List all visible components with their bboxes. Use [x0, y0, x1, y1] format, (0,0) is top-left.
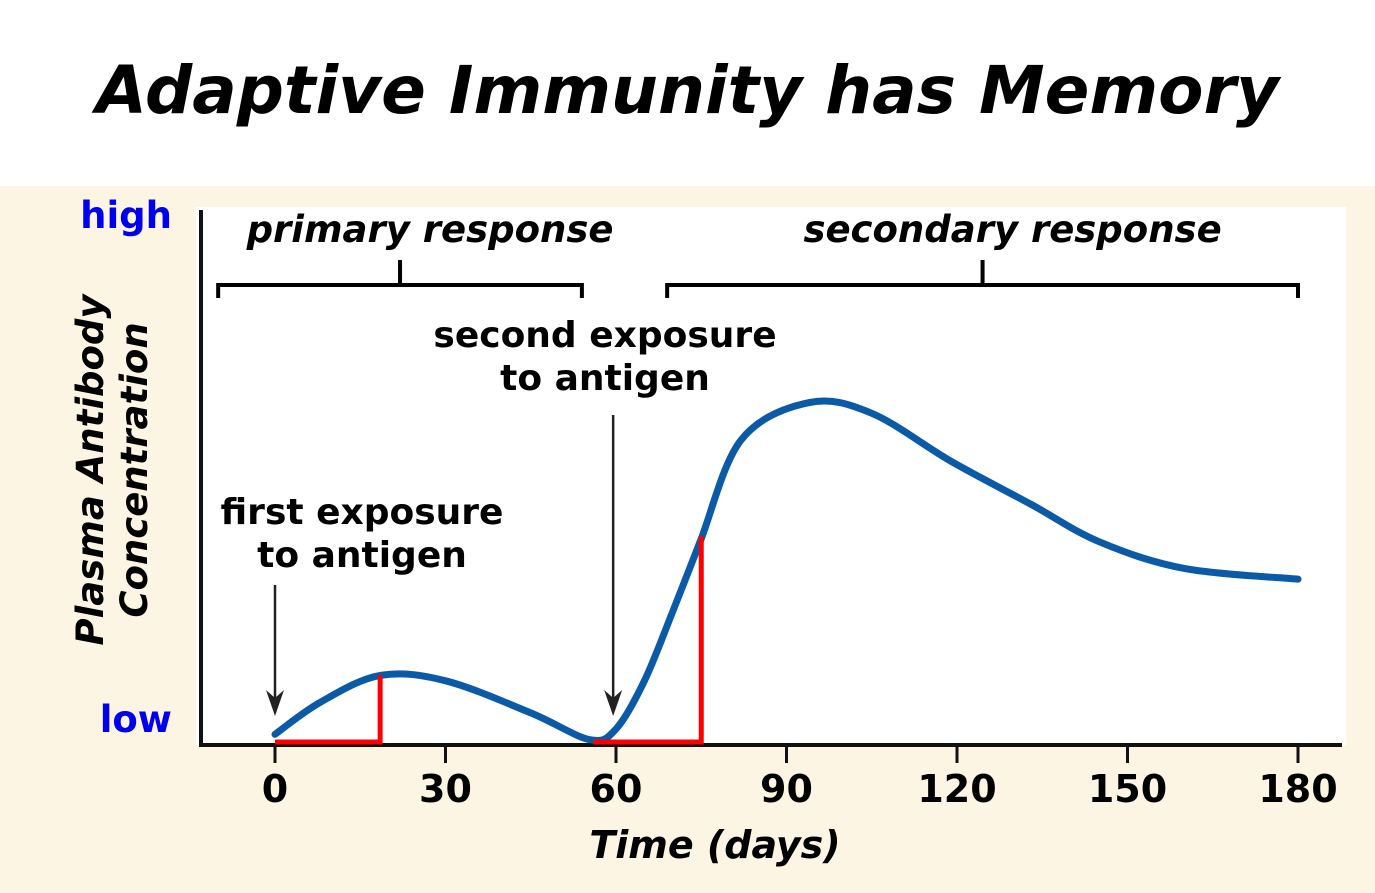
x-axis-label: Time (days) — [589, 823, 840, 867]
x-tick-label: 180 — [1258, 767, 1337, 811]
primary-response-bracket — [216, 260, 584, 298]
lag-phase-marker — [593, 536, 704, 745]
y-tick-label-low: low — [100, 698, 172, 741]
plot-area — [196, 207, 1346, 745]
x-tick-label: 0 — [262, 767, 288, 811]
second-exposure-label: second exposure to antigen — [433, 315, 776, 399]
x-tick-label: 60 — [590, 767, 643, 811]
y-axis-label-line: Plasma Antibody — [69, 293, 112, 646]
x-tick-label: 150 — [1088, 767, 1167, 811]
first-exposure-label: first exposure to antigen — [221, 492, 504, 576]
first-exposure-arrowhead — [266, 690, 284, 716]
x-tick-label: 30 — [419, 767, 472, 811]
second-exposure-label-line: second exposure — [433, 315, 776, 356]
secondary-response-bracket — [665, 260, 1300, 298]
x-tick-label: 120 — [917, 767, 996, 811]
primary-response-label: primary response — [246, 208, 614, 251]
first-exposure-label-line: to antigen — [257, 535, 467, 576]
second-exposure-arrowhead — [604, 690, 623, 716]
y-axis-label-line: Concentration — [113, 322, 156, 617]
secondary-response-label: secondary response — [803, 208, 1221, 251]
x-tick-label: 90 — [760, 767, 813, 811]
lag-phase-marker — [275, 675, 383, 745]
second-exposure-label-line: to antigen — [500, 358, 710, 399]
chart-title: Adaptive Immunity has Memory — [95, 52, 1280, 129]
first-exposure-label-line: first exposure — [221, 492, 504, 533]
y-axis-label: Plasma AntibodyConcentration — [69, 293, 156, 646]
y-tick-label-high: high — [80, 194, 172, 237]
